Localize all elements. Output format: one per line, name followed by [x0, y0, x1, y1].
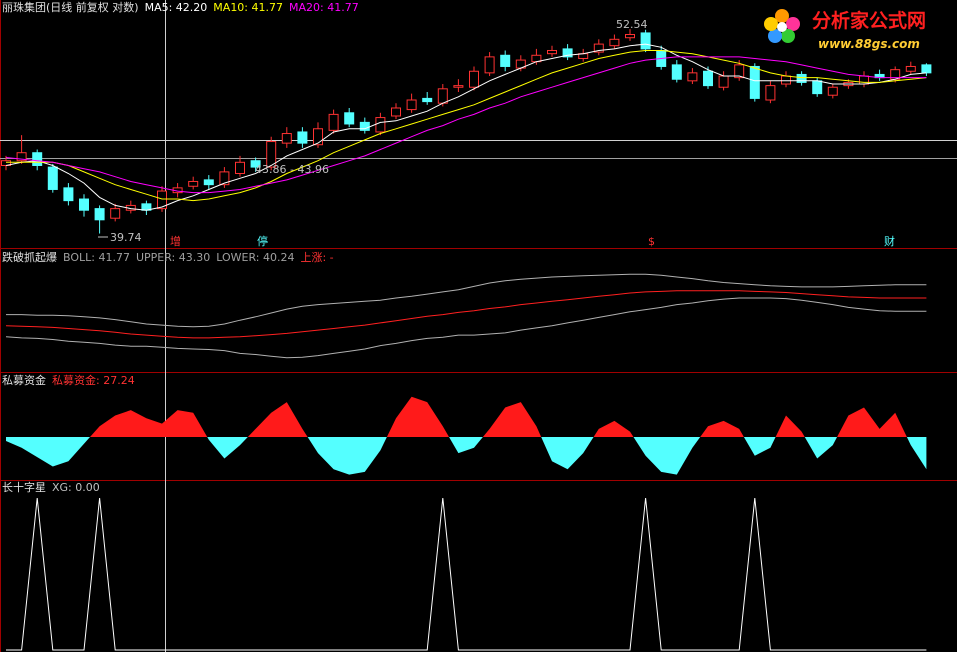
candle-body — [687, 72, 698, 82]
candle-body — [203, 179, 214, 186]
candle-body — [484, 56, 495, 74]
candle-body — [469, 70, 479, 88]
candle-body — [593, 43, 604, 53]
candle-body — [94, 208, 105, 221]
panel-header: 跌破抓起爆 BOLL: 41.77 UPPER: 43.30 LOWER: 40.24… — [2, 251, 340, 265]
line-series — [5, 56, 927, 194]
candle-body — [562, 48, 573, 58]
candle-body — [219, 171, 230, 186]
header-text: MA10: 41.77 — [213, 1, 284, 14]
header-text: UPPER: 43.30 — [135, 251, 211, 264]
candle-body — [453, 85, 464, 88]
candle-body — [765, 85, 776, 101]
candle-body — [609, 38, 620, 47]
candle-body — [313, 128, 323, 146]
candle-body — [547, 49, 557, 55]
candle-body — [359, 121, 370, 131]
header-text: 跌破抓起爆 — [2, 251, 57, 264]
candle-body — [63, 187, 74, 202]
header-text: 私募资金 — [2, 374, 46, 387]
candle-body — [671, 64, 682, 80]
candle-body — [796, 73, 807, 83]
candle-body — [328, 113, 339, 131]
candle-body — [406, 99, 417, 111]
annotation: 52.54 — [616, 18, 648, 31]
candle-body — [640, 32, 651, 50]
candle-body — [250, 160, 261, 168]
candle-body — [391, 107, 401, 117]
logo-title: 分析家公式网 — [812, 9, 926, 32]
panel-header: 私募资金 私募资金: 27.24 — [2, 374, 141, 388]
logo-url: www.88gs.com — [818, 37, 920, 51]
annotation: 39.74 — [110, 231, 142, 244]
candle-body — [749, 65, 760, 99]
header-text: 丽珠集团(日线 前复权 对数) — [2, 1, 139, 14]
candle-body — [375, 117, 386, 133]
header-text: MA5: 42.20 — [144, 1, 208, 14]
candle-body — [266, 141, 277, 168]
line-series — [5, 297, 927, 359]
candle-body — [422, 97, 433, 103]
candle-body — [718, 75, 729, 88]
candle-body — [235, 161, 245, 174]
candle-body — [79, 198, 89, 211]
annotation: 43.86 - 43.96 — [255, 163, 329, 176]
event-marker: 财 — [884, 234, 895, 248]
candle-body — [781, 75, 791, 85]
marks — [1, 29, 932, 651]
candle-body — [921, 64, 932, 74]
candle-body — [157, 190, 167, 210]
line-series — [5, 290, 927, 339]
panel-header: 丽珠集团(日线 前复权 对数) MA5: 42.20 MA10: 41.77 MA20… — [2, 1, 365, 15]
candle-body — [344, 112, 355, 125]
panel-header: 长十字星 XG: 0.00 — [2, 481, 106, 495]
candle-body — [110, 208, 121, 219]
logo-icon — [764, 9, 800, 43]
header-text: BOLL: 41.77 — [63, 251, 130, 264]
event-marker: 增 — [170, 234, 181, 248]
header-text: 私募资金: 27.24 — [52, 374, 135, 387]
candle-body — [297, 131, 308, 144]
line-series — [6, 50, 927, 202]
candle-body — [32, 152, 43, 166]
line-series — [5, 43, 927, 211]
header-text: 长十字星 — [2, 481, 46, 494]
candle-body — [734, 64, 745, 79]
candle-body — [281, 133, 292, 144]
candle-body — [812, 80, 823, 95]
area-positive — [6, 396, 927, 437]
candle-body — [625, 34, 635, 39]
candle-body — [47, 166, 58, 190]
candle-body — [827, 86, 838, 96]
candle-body — [703, 70, 713, 87]
candle-body — [905, 65, 916, 72]
event-marker: $ — [648, 235, 655, 248]
line-series — [6, 497, 927, 651]
header-text: LOWER: 40.24 — [216, 251, 295, 264]
area-negative — [6, 437, 927, 475]
header-text: XG: 0.00 — [52, 481, 100, 494]
line-series — [6, 273, 927, 328]
candle-body — [188, 180, 199, 187]
candle-body — [437, 88, 448, 104]
event-marker: 停 — [257, 234, 268, 248]
header-text: MA20: 41.77 — [289, 1, 359, 14]
header-text: 上涨: - — [300, 251, 334, 264]
candle-body — [16, 152, 27, 162]
candle-body — [500, 54, 511, 67]
